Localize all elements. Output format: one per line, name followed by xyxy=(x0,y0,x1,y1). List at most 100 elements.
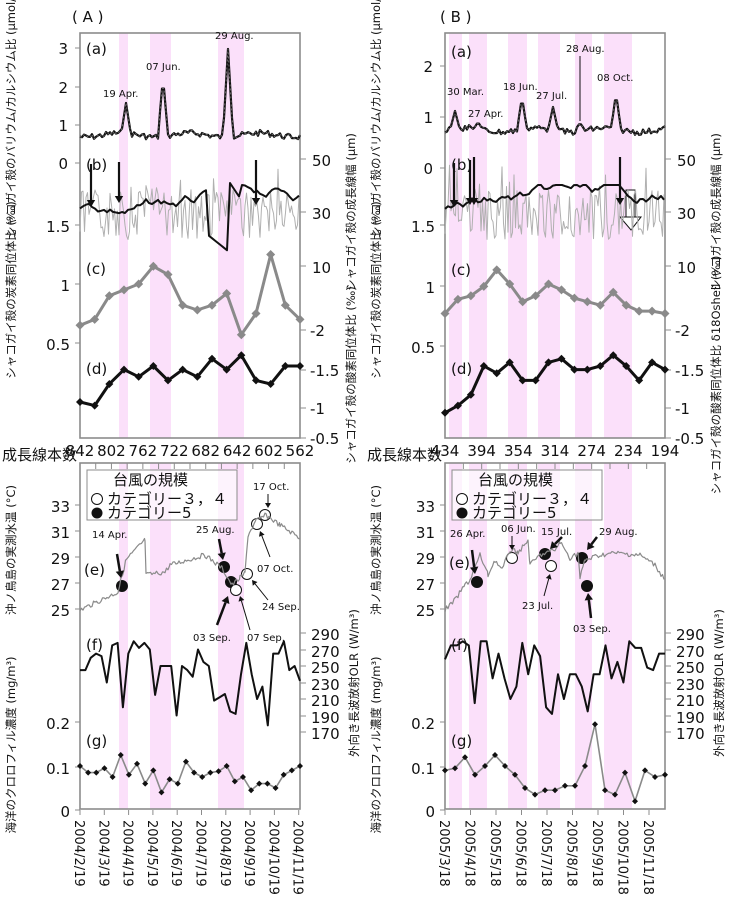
data-point-carbon xyxy=(134,279,144,289)
y-tick-label-f: 230 xyxy=(311,676,340,694)
y-tick-label-d: -2 xyxy=(310,322,325,340)
series-ba-ca-shadow xyxy=(79,48,301,140)
data-point-carbon xyxy=(466,291,476,301)
y-tick-label-e: 31 xyxy=(416,524,435,542)
date-tick-label: 2004/8/19 xyxy=(217,820,232,887)
growth-axis-tick-label: 354 xyxy=(504,442,533,460)
data-point-oxygen xyxy=(252,376,260,385)
y-tick-label-d: -0.5 xyxy=(310,430,339,448)
y-axis-label-b-right: シャコガイ殻の成長線幅 (μm) xyxy=(709,133,723,291)
data-point-carbon xyxy=(634,306,644,316)
data-point-chlorophyll xyxy=(522,785,528,791)
legend-box xyxy=(86,469,238,521)
series-olr xyxy=(444,640,665,715)
legend-label-filled: カテゴリー5 xyxy=(472,504,557,522)
data-point-chlorophyll xyxy=(472,771,478,778)
data-point-oxygen xyxy=(557,354,566,363)
y-tick-label-g: 0.2 xyxy=(46,715,70,733)
panel-b: 2005/3/18 2005/4/18 2005/5/18 2005/6/18 2005… xyxy=(436,32,671,895)
data-point-chlorophyll xyxy=(592,721,598,728)
data-point-oxygen xyxy=(505,358,514,367)
data-point-chlorophyll xyxy=(191,769,198,776)
data-point-chlorophyll xyxy=(239,774,246,780)
y-tick-label-d: -1 xyxy=(310,400,325,418)
date-tick-label: 2005/4/18 xyxy=(462,820,477,887)
data-point-oxygen xyxy=(518,376,527,385)
y-tick-label-f: 210 xyxy=(676,692,705,710)
data-point-chlorophyll xyxy=(652,774,658,780)
data-point-chlorophyll xyxy=(134,760,141,767)
event-arrow xyxy=(251,160,261,205)
data-point-carbon xyxy=(518,297,528,307)
data-point-chlorophyll xyxy=(272,785,279,791)
legend-label-open: カテゴリー３，４ xyxy=(107,490,227,508)
arrow-head xyxy=(258,531,265,537)
annotation-a-0: 19 Apr. xyxy=(103,89,138,100)
series-growth-width-raw xyxy=(79,168,300,240)
arrow-head xyxy=(238,596,245,602)
y-axis-label-g: 海洋のクロロフィル濃度 (mg/m³) xyxy=(369,656,383,833)
date-tick-label: 2004/4/19 xyxy=(120,820,135,887)
y-tick-label-d: -1 xyxy=(675,400,690,418)
data-point-chlorophyll xyxy=(632,798,638,805)
data-point-chlorophyll xyxy=(612,791,618,798)
y-tick-label-b: 30 xyxy=(677,205,696,223)
annotation-a-3: 27 Jul. xyxy=(536,91,567,102)
y-tick-label-f: 290 xyxy=(311,626,340,644)
annotation-arrow xyxy=(265,494,271,508)
data-point-chlorophyll xyxy=(117,752,124,758)
y-tick-label-g: 0.1 xyxy=(411,760,435,778)
data-point-chlorophyll xyxy=(602,787,608,794)
annotation-e-2: 03 Sep. xyxy=(193,633,231,644)
legend-open-circle-icon xyxy=(456,493,468,505)
data-point-chlorophyll xyxy=(125,771,132,778)
arrow-head xyxy=(615,198,625,205)
data-point-chlorophyll xyxy=(452,765,458,772)
y-tick-label-e: 25 xyxy=(416,602,435,620)
data-point-oxygen xyxy=(596,362,605,370)
annotation-e-1: 25 Aug. xyxy=(196,525,235,536)
annotation-a-1: 27 Apr. xyxy=(468,109,503,120)
y-axis-label-a: シャコガイ殻のバリウム/カルシウム比 (μmol/mol) xyxy=(4,0,18,238)
y-axis-label-a: シャコガイ殻のバリウム/カルシウム比 (μmol/mol) xyxy=(369,0,383,238)
growth-axis-label: 成長線本数 xyxy=(2,446,77,464)
annotation-arrow xyxy=(509,536,515,550)
y-tick-label-b: 10 xyxy=(312,259,331,277)
data-point-oxygen xyxy=(149,362,158,370)
sublabel-e: (e) xyxy=(449,554,470,572)
date-tick-label: 2004/10/19 xyxy=(265,820,280,895)
annotation-arrow xyxy=(550,536,563,549)
annotation-e-6: 17 Oct. xyxy=(253,482,289,493)
data-point-chlorophyll xyxy=(142,780,149,787)
y-tick-label-e: 25 xyxy=(51,602,70,620)
series-chlorophyll xyxy=(79,754,301,794)
y-axis-label-d-right: シャコガイ殻の酸素同位体比 (‰) xyxy=(344,286,358,464)
sublabel-g: (g) xyxy=(86,732,107,750)
arrow-head xyxy=(449,200,459,207)
data-point-oxygen xyxy=(237,351,246,360)
annotation-arrow xyxy=(252,580,269,601)
data-point-chlorophyll xyxy=(532,791,538,798)
y-tick-label-c: 0.5 xyxy=(411,339,435,357)
arrow-shaft xyxy=(254,583,269,601)
annotation-e-3: 07 Sep. xyxy=(247,633,285,644)
sublabel-g: (g) xyxy=(451,732,472,750)
sublabel-f: (f) xyxy=(451,636,468,654)
arrow-head xyxy=(251,198,261,205)
data-point-chlorophyll xyxy=(482,763,488,769)
data-point-carbon xyxy=(479,281,489,291)
arrow-shaft xyxy=(587,599,593,619)
data-point-carbon xyxy=(608,287,618,297)
upper-frame xyxy=(444,32,666,439)
y-tick-label-f: 270 xyxy=(311,643,340,661)
data-point-chlorophyll xyxy=(248,787,255,794)
event-arrow xyxy=(449,163,459,207)
pink-band xyxy=(218,463,244,809)
growth-axis-tick-label: 722 xyxy=(160,442,189,460)
series-carbon-isotope xyxy=(79,253,302,337)
data-point-chlorophyll xyxy=(85,769,92,776)
data-point-carbon xyxy=(75,320,85,330)
data-point-carbon xyxy=(192,305,202,315)
data-point-oxygen xyxy=(466,390,475,399)
annotation-arrow xyxy=(215,596,230,626)
